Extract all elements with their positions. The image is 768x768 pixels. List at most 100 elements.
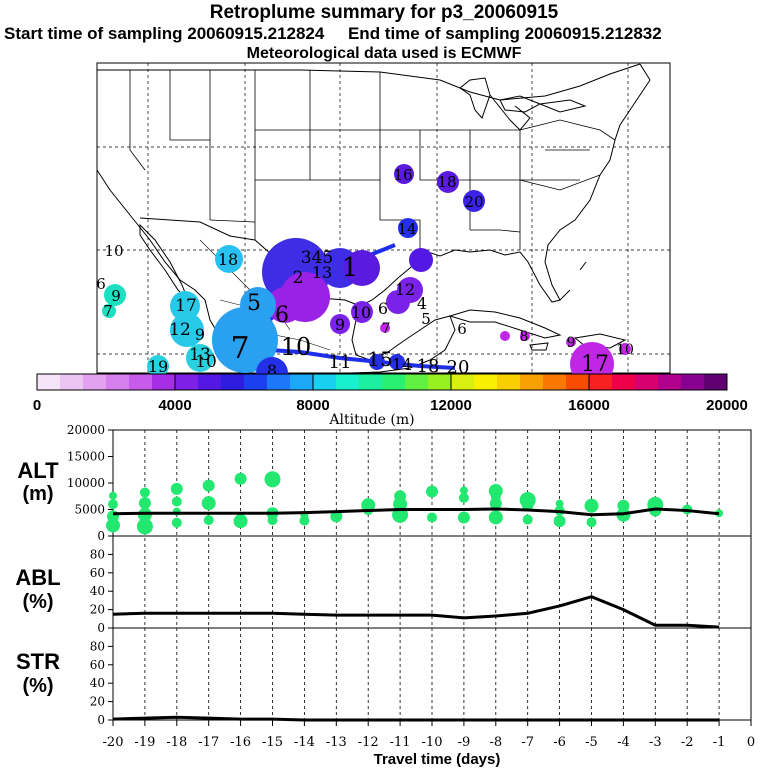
- plume-label: 4: [417, 294, 427, 313]
- colorbar-cell: [37, 374, 61, 390]
- plume-label: 7: [382, 321, 391, 337]
- plume-circles: [102, 164, 631, 389]
- plume-circle: [409, 248, 433, 272]
- y-tick-label: 80: [90, 639, 105, 653]
- colorbar-tick-label: 12000: [430, 397, 472, 414]
- y-tick-label: 0: [97, 529, 105, 543]
- colorbar-tick-label: 4000: [158, 397, 191, 414]
- colorbar-cell: [405, 374, 429, 390]
- alt-scatter-point: [234, 472, 247, 485]
- colorbar-label: Altitude (m): [328, 412, 414, 428]
- colorbar-tick-label: 8000: [296, 397, 329, 414]
- x-tick-label: -3: [649, 735, 662, 750]
- alt-scatter-point: [299, 515, 310, 526]
- colorbar-tick-label: 16000: [568, 397, 610, 414]
- alt-scatter-point: [108, 499, 118, 510]
- colorbar-cell: [221, 374, 245, 390]
- y-tick-label: 80: [90, 547, 105, 561]
- colorbar-cell: [382, 374, 406, 390]
- alt-scatter-point: [586, 517, 597, 528]
- x-tick-label: -10: [422, 735, 443, 750]
- colorbar-cell: [267, 374, 291, 390]
- x-tick-label: -16: [230, 735, 251, 750]
- alt-scatter-point: [555, 499, 564, 508]
- plume-label: 17: [581, 352, 609, 377]
- alt-scatter-point: [171, 496, 182, 507]
- plume-circle: [619, 343, 631, 355]
- colorbar-cell: [290, 374, 314, 390]
- alt-scatter-point: [488, 510, 503, 525]
- x-tick-label: -9: [458, 735, 471, 750]
- abl-panel-title: ABL: [15, 565, 60, 590]
- colorbar-cell: [244, 374, 268, 390]
- y-tick-label: 40: [90, 584, 105, 598]
- chart-title: Retroplume summary for p3_20060915: [209, 2, 559, 23]
- plume-label: 19: [148, 357, 168, 376]
- plume-label: 7: [230, 331, 249, 366]
- alt-scatter-point: [106, 518, 120, 533]
- alt-scatter-point: [457, 511, 470, 524]
- alt-scatter-point: [489, 497, 502, 510]
- str-panel-title: STR: [16, 649, 60, 674]
- x-tick-label: -15: [262, 735, 283, 750]
- plume-circle: [437, 171, 459, 193]
- plume-circle: [330, 314, 350, 334]
- abl-panel-unit: (%): [22, 591, 53, 613]
- plume-circle: [463, 190, 485, 212]
- plume-label: 5: [421, 310, 431, 328]
- y-tick-label: 40: [90, 676, 105, 690]
- plume-circle: [104, 284, 126, 306]
- y-tick-label: 20: [90, 603, 105, 617]
- plume-label: 18: [417, 356, 440, 377]
- colorbar-cell: [497, 374, 521, 390]
- alt-scatter-point: [233, 514, 248, 529]
- colorbar-cell: [520, 374, 544, 390]
- y-tick-label: 20000: [67, 423, 105, 437]
- str-panel-unit: (%): [22, 675, 53, 697]
- plume-label: 9: [111, 287, 121, 305]
- y-tick-label: 0: [97, 713, 105, 727]
- plume-label: 20: [464, 193, 483, 211]
- alt-scatter-point: [109, 491, 117, 500]
- plume-circle: [351, 301, 373, 323]
- plume-circle: [398, 218, 418, 238]
- alt-scatter-point: [522, 514, 533, 525]
- alt-scatter-point: [584, 498, 599, 513]
- plume-label: 13: [189, 345, 211, 365]
- alt-scatter-point: [553, 515, 566, 528]
- x-tick-label: -2: [681, 735, 694, 750]
- y-tick-label: 10000: [67, 476, 105, 490]
- alt-scatter-point: [136, 518, 153, 535]
- plume-label: 1: [342, 253, 359, 283]
- plume-circle: [394, 164, 414, 184]
- x-tick-label: -4: [617, 735, 630, 750]
- alt-scatter-point: [203, 515, 214, 526]
- colorbar-cell: [612, 374, 636, 390]
- alt-y-ticks: 20000 15000 10000 5000 0: [67, 423, 113, 543]
- x-tick-label: -11: [390, 735, 411, 750]
- x-tick-label: -5: [585, 735, 598, 750]
- x-tick-label: 0: [747, 735, 755, 750]
- plume-circle: [566, 337, 576, 347]
- colorbar-cell: [60, 374, 84, 390]
- alt-scatter-points: [106, 471, 724, 535]
- plume-label: 7: [103, 302, 113, 320]
- alt-scatter-point: [171, 517, 182, 528]
- plume-label: 8: [520, 329, 529, 345]
- plume-circle: [170, 291, 200, 321]
- colorbar-cell: [474, 374, 498, 390]
- alt-scatter-point: [170, 482, 183, 495]
- plume-circle: [520, 331, 530, 341]
- plume-label: 5: [247, 291, 261, 316]
- alt-scatter-point: [139, 487, 150, 498]
- alt-scatter-point: [137, 507, 152, 522]
- y-tick-label: 15000: [67, 450, 105, 464]
- alt-scatter-point: [459, 486, 468, 495]
- plume-label: 10: [616, 342, 634, 358]
- plume-label: 6: [275, 303, 289, 328]
- str-y-ticks: 80 60 40 20 0: [90, 639, 113, 727]
- colorbar-cell: [152, 374, 176, 390]
- alt-scatter-point: [426, 485, 438, 498]
- x-tick-label: -1: [713, 735, 726, 750]
